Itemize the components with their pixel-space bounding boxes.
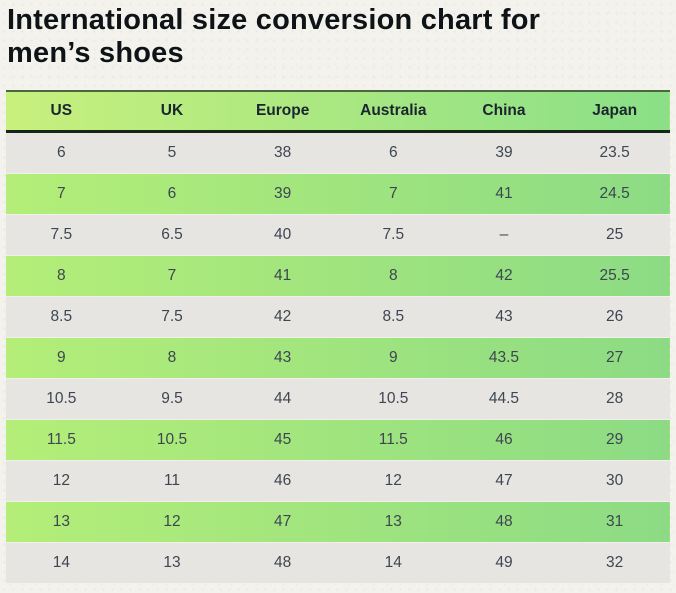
header-cell-europe: Europe (255, 102, 310, 120)
table-cell: 41 (274, 267, 292, 285)
table-row: 7.5 6.5 40 7.5 – 25 (6, 214, 670, 256)
table-cell: 6 (167, 185, 177, 203)
table-cell: 39 (274, 185, 292, 203)
table-cell: 26 (606, 308, 624, 326)
table-cell: 24.5 (599, 185, 630, 203)
header-cell-japan: Japan (592, 102, 638, 120)
table-cell: 8 (57, 267, 66, 285)
table-row: 12 11 46 12 47 30 (6, 460, 670, 502)
table-cell: 7.5 (161, 308, 183, 326)
table-row: 13 12 47 13 48 31 (6, 501, 670, 543)
table-cell: 31 (606, 513, 624, 531)
table-cell: 9 (57, 349, 66, 367)
table-cell: 10.5 (378, 390, 409, 408)
table-cell: 6 (57, 144, 66, 162)
table-cell: 10.5 (156, 431, 188, 449)
table-cell: 45 (274, 431, 292, 449)
table-cell: 12 (163, 513, 181, 531)
table-cell: 9 (388, 349, 398, 367)
page-title: International size conversion chart for … (7, 4, 541, 70)
header-row: US UK Europe Australia China Japan (6, 91, 670, 132)
table-cell: 38 (274, 144, 292, 162)
table-body: 6 5 38 6 39 23.5 7 6 39 7 41 24.5 7.5 6.5 40 7.5 – 25 8 7 41… (6, 131, 670, 584)
table-row: 10.5 9.5 44 10.5 44.5 28 (6, 378, 670, 420)
table-cell: 13 (384, 513, 402, 531)
header-cell-us: US (50, 102, 73, 120)
table-cell: 7.5 (382, 226, 405, 244)
table-cell: – (499, 226, 509, 244)
table-cell: 9.5 (161, 390, 183, 408)
table-cell: 47 (274, 513, 292, 531)
table-cell: 8 (388, 267, 398, 285)
table-cell: 23.5 (599, 144, 630, 162)
table-cell: 12 (384, 472, 402, 490)
table-cell: 11 (163, 472, 181, 490)
table-cell: 41 (495, 185, 513, 203)
table-cell: 11.5 (46, 431, 76, 449)
table-cell: 8 (167, 349, 177, 367)
table-cell: 14 (384, 554, 402, 572)
table-cell: 14 (52, 554, 70, 572)
size-conversion-table: US UK Europe Australia China Japan 6 5 38 6 39 23.… (6, 90, 670, 584)
table-row: 8.5 7.5 42 8.5 43 26 (6, 296, 670, 338)
table-cell: 7.5 (50, 226, 73, 244)
table-cell: 8.5 (50, 308, 73, 326)
table-cell: 30 (606, 472, 624, 490)
table-cell: 42 (274, 308, 292, 326)
table-cell: 48 (495, 513, 513, 531)
table-cell: 32 (606, 554, 624, 572)
table-row: 11.5 10.5 45 11.5 46 29 (6, 419, 670, 461)
table-cell: 47 (495, 472, 513, 490)
table-header: US UK Europe Australia China Japan (6, 91, 670, 132)
table-cell: 42 (495, 267, 513, 285)
table-cell: 29 (606, 431, 624, 449)
table-cell: 43.5 (488, 349, 520, 367)
table-cell: 25.5 (599, 267, 630, 285)
table-cell: 46 (495, 431, 513, 449)
table-row: 7 6 39 7 41 24.5 (6, 173, 670, 215)
table-cell: 5 (167, 144, 177, 162)
table-cell: 27 (606, 349, 624, 367)
table-cell: 10.5 (46, 390, 77, 408)
table-cell: 44.5 (488, 390, 520, 408)
table-cell: 8.5 (382, 308, 405, 326)
table-cell: 13 (52, 513, 70, 531)
table-cell: 46 (274, 472, 292, 490)
table-cell: 43 (495, 308, 513, 326)
page: International size conversion chart for … (0, 4, 676, 584)
table-row: 8 7 41 8 42 25.5 (6, 255, 670, 297)
header-cell-china: China (482, 102, 526, 120)
table-cell: 25 (606, 226, 624, 244)
table-cell: 39 (495, 144, 513, 162)
table-cell: 11.5 (378, 431, 408, 449)
table-row: 14 13 48 14 49 32 (6, 542, 670, 584)
table-cell: 7 (388, 185, 398, 203)
table-cell: 12 (52, 472, 70, 490)
table-cell: 7 (167, 267, 177, 285)
table-cell: 44 (274, 390, 292, 408)
header-cell-uk: UK (160, 102, 184, 120)
table-cell: 13 (163, 554, 181, 572)
table-cell: 40 (274, 226, 292, 244)
table-row: 9 8 43 9 43.5 27 (6, 337, 670, 379)
table-cell: 43 (274, 349, 292, 367)
table-cell: 49 (495, 554, 513, 572)
table-cell: 7 (57, 185, 66, 203)
table-cell: 48 (274, 554, 292, 572)
table-cell: 6 (388, 144, 398, 162)
table-cell: 28 (606, 390, 624, 408)
table-cell: 6.5 (161, 226, 183, 244)
header-cell-australia: Australia (360, 102, 427, 120)
table-row: 6 5 38 6 39 23.5 (6, 131, 670, 174)
